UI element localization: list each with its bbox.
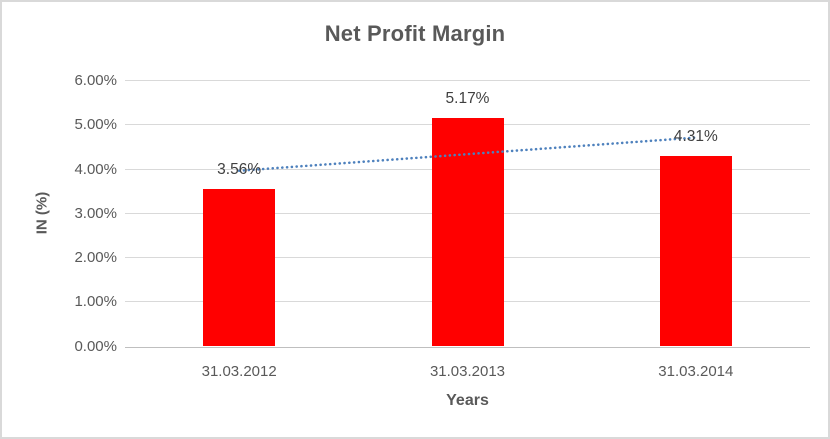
y-tick-label: 1.00% xyxy=(74,293,117,311)
data-label: 3.56% xyxy=(217,160,262,178)
y-tick-label: 4.00% xyxy=(74,160,117,178)
data-label: 4.31% xyxy=(673,127,718,145)
y-tick-label: 0.00% xyxy=(74,337,117,355)
data-label: 5.17% xyxy=(445,89,490,107)
bar-31-03-2012 xyxy=(203,188,276,347)
x-tick-label: 31.03.2013 xyxy=(429,363,506,380)
y-tick-label: 2.00% xyxy=(74,249,117,266)
gridline xyxy=(125,80,810,81)
x-tick-label: 31.03.2012 xyxy=(201,363,277,380)
y-tick-label: 6.00% xyxy=(74,72,117,89)
bar-31-03-2014 xyxy=(659,155,732,347)
chart-title: Net Profit Margin xyxy=(324,21,506,46)
x-axis-line xyxy=(125,347,810,348)
x-tick-label: 31.03.2014 xyxy=(658,363,734,380)
x-axis-title: Years xyxy=(446,392,489,409)
y-tick-label: 5.00% xyxy=(74,116,117,134)
y-tick-label: 3.00% xyxy=(74,204,117,222)
bar-31-03-2013 xyxy=(431,117,504,347)
